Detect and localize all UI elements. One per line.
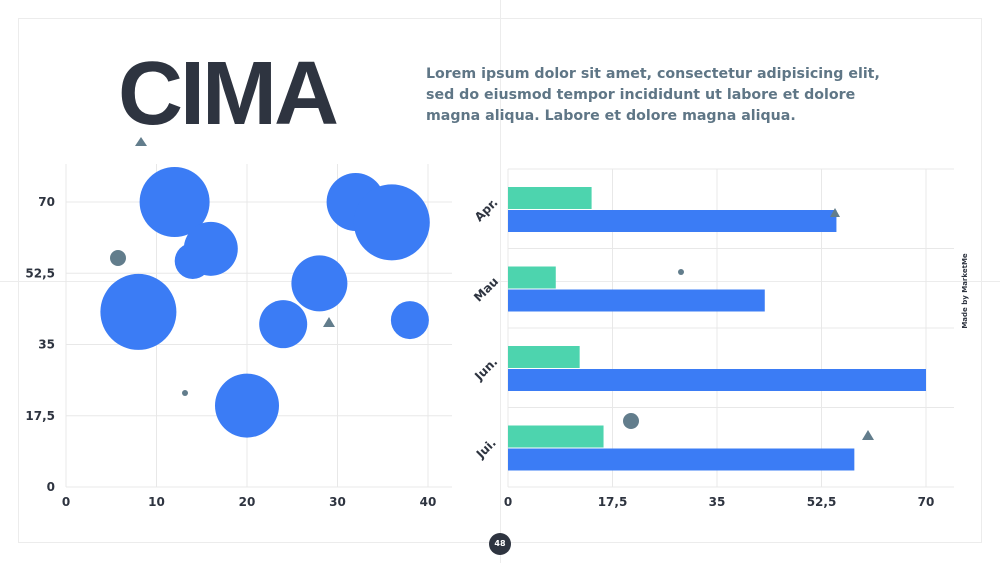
- category-label: Apr.: [472, 196, 501, 225]
- x-tick-label: 17,5: [598, 495, 628, 509]
- page-title: CIMA: [118, 44, 339, 144]
- triangle-decoration-1: [135, 137, 147, 146]
- category-label: Jui.: [473, 436, 499, 462]
- bar: [508, 425, 604, 448]
- bar: [508, 266, 556, 289]
- bubble-point: [259, 300, 308, 349]
- dot-decoration-1: [110, 250, 126, 266]
- bar: [508, 346, 580, 368]
- bubble-point: [291, 255, 348, 312]
- y-tick-label: 70: [38, 195, 55, 209]
- x-tick-label: 52,5: [807, 495, 837, 509]
- y-tick-label: 0: [47, 480, 55, 494]
- x-tick-label: 30: [329, 495, 346, 509]
- dot-decoration-2: [182, 390, 188, 396]
- y-tick-label: 35: [38, 338, 55, 352]
- x-tick-label: 20: [239, 495, 256, 509]
- bubble-point: [215, 373, 279, 438]
- bar: [508, 448, 855, 471]
- category-label: Jun.: [471, 355, 500, 384]
- bar: [508, 289, 765, 312]
- y-tick-label: 52,5: [25, 266, 55, 280]
- bubble-point: [390, 301, 429, 340]
- category-label: Mau: [471, 274, 501, 304]
- triangle-decoration-2: [323, 317, 335, 327]
- bubble-point: [183, 221, 238, 276]
- x-tick-label: 35: [709, 495, 726, 509]
- bubble-point: [353, 184, 430, 261]
- bar: [508, 187, 592, 209]
- y-tick-label: 17,5: [25, 409, 55, 423]
- page-number-badge: 48: [489, 533, 511, 555]
- description-text: Lorem ipsum dolor sit amet, consectetur …: [426, 66, 880, 124]
- dot-decoration-3: [678, 269, 684, 275]
- bubble-chart: 0 10 20 30 40 0 17,5 35 52,5 70: [25, 164, 452, 509]
- x-tick-label: 0: [504, 495, 512, 509]
- x-tick-label: 0: [62, 495, 70, 509]
- decorations: [110, 137, 874, 440]
- x-tick-label: 10: [148, 495, 165, 509]
- bar: [508, 210, 837, 232]
- x-tick-label: 70: [918, 495, 935, 509]
- bar: [508, 369, 926, 391]
- dot-decoration-4: [623, 413, 639, 429]
- triangle-decoration-4: [830, 208, 840, 217]
- vertical-guide-line: [500, 0, 501, 563]
- triangle-decoration-3: [862, 430, 874, 440]
- bar-chart: 0 17,5 35 52,5 70 Apr. Mau Jun. Jui.: [471, 168, 954, 509]
- bubble-point: [139, 167, 210, 237]
- bubble-point: [100, 273, 177, 350]
- x-tick-label: 40: [420, 495, 437, 509]
